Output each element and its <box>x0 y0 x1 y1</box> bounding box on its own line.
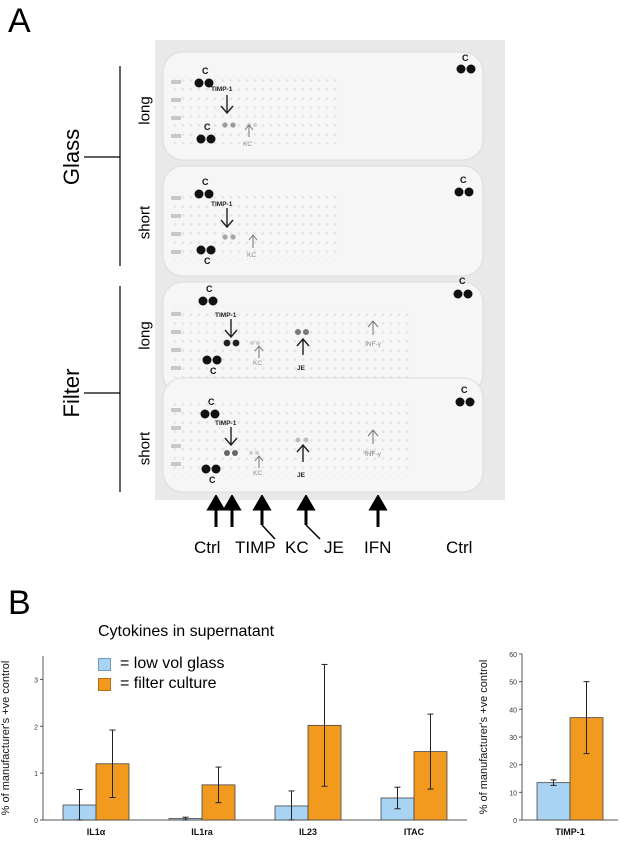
row-label-glass-short: short <box>136 205 154 240</box>
panel-letter-b: B <box>8 584 31 622</box>
bar <box>536 782 571 821</box>
row-label-glass-long: long <box>136 96 154 125</box>
y-tick-label: 30 <box>509 735 517 742</box>
category-label: IL1ra <box>191 827 214 837</box>
category-label: TIMP-1 <box>555 827 585 837</box>
annotation-arrows <box>220 95 310 462</box>
spot-label-c: C <box>206 284 213 294</box>
y-tick-label: 10 <box>509 790 517 797</box>
spot-label-je: JE <box>297 472 306 479</box>
y-tick-label: 60 <box>509 652 517 659</box>
spot-label-c: C <box>202 66 209 76</box>
group-label-filter: Filter <box>59 368 84 418</box>
spot-label-je: JE <box>297 365 306 372</box>
group-brackets <box>84 66 121 492</box>
y-tick-label: 20 <box>509 763 517 770</box>
bottom-label-ctrl: Ctrl <box>446 538 473 557</box>
spot-label-c: C <box>208 397 215 407</box>
row-label-filter-long: long <box>136 321 154 350</box>
spot-label-c: C <box>461 385 468 395</box>
spot-label-kc: KC <box>243 141 252 148</box>
legend-title: Cytokines in supernatant <box>98 623 275 640</box>
legend-item-glass: = low vol glass <box>98 655 225 673</box>
legend-swatch <box>98 657 111 671</box>
y-tick-label: 3 <box>34 677 38 684</box>
bottom-label-timp: TIMP <box>235 538 276 557</box>
bottom-label-je: JE <box>324 538 344 557</box>
spot-label-c: C <box>209 475 216 485</box>
membrane-strip-glass-long <box>162 51 484 161</box>
category-label: IL1α <box>87 827 106 837</box>
y-tick-label: 2 <box>34 724 38 731</box>
y-tick-label: 0 <box>34 818 38 825</box>
legend-label: = filter culture <box>120 675 217 692</box>
spot-label-timp: TIMP-1 <box>211 86 233 93</box>
bottom-label-ctrl: Ctrl <box>194 538 221 557</box>
y-axis-label: % of manufacturer's +ve control <box>0 661 12 816</box>
category-label: IL23 <box>299 827 317 837</box>
y-tick-label: 0 <box>513 818 517 825</box>
y-tick-label: 50 <box>509 680 517 687</box>
panel-b-charts: 0 1 2 3 % of manufacturer's +ve control IL1α I… <box>0 652 618 837</box>
spot-label-c: C <box>204 122 211 132</box>
bottom-arrows <box>206 495 388 540</box>
spot-label-kc: KC <box>253 360 262 367</box>
spot-label-c: C <box>210 366 217 376</box>
row-label-filter-short: short <box>136 431 154 466</box>
y-tick-label: 1 <box>34 771 38 778</box>
membrane-strip-filter-short <box>162 377 484 493</box>
control-spots <box>194 64 476 474</box>
bottom-label-kc: KC <box>285 538 309 557</box>
spot-label-kc: KC <box>247 252 256 259</box>
membrane-strip-glass-short <box>162 165 484 277</box>
spot-label-inf: INF-γ <box>365 451 382 458</box>
spot-label-kc: KC <box>253 470 262 477</box>
legend-item-filter: = filter culture <box>98 675 216 693</box>
spot-label-c: C <box>460 175 467 185</box>
spot-label-c: C <box>462 53 469 63</box>
array-membrane-image: C C C C C C C C C C C C TIMP-1 TIMP-1 TI… <box>155 40 505 500</box>
bottom-label-ifn: IFN <box>364 538 392 557</box>
legend-label: = low vol glass <box>120 655 225 672</box>
spot-label-inf: INF-γ <box>365 341 382 348</box>
legend-swatch <box>98 677 111 691</box>
group-label-glass: Glass <box>59 128 84 186</box>
spot-label-c: C <box>202 177 209 187</box>
chart-1: 0 10 20 30 40 50 60 % of manufacturer's +ve con… <box>478 652 618 837</box>
spot-label-timp: TIMP-1 <box>215 420 237 427</box>
y-axis-label: % of manufacturer's +ve control <box>478 660 490 815</box>
panel-letter-a: A <box>8 2 31 40</box>
y-tick-label: 40 <box>509 707 517 714</box>
category-label: ITAC <box>404 827 425 837</box>
spot-label-c: C <box>204 256 211 266</box>
chart-0: 0 1 2 3 % of manufacturer's +ve control IL1α I… <box>0 656 467 837</box>
spot-label-c: C <box>459 276 466 286</box>
spot-label-timp: TIMP-1 <box>211 201 233 208</box>
spot-label-timp: TIMP-1 <box>215 312 237 319</box>
